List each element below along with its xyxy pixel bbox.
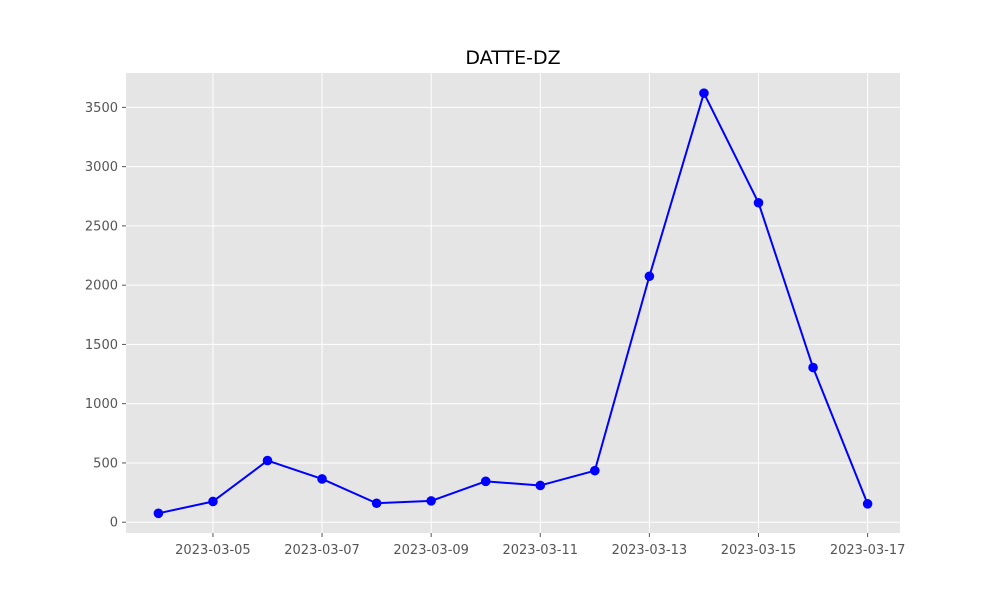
x-tick-label: 2023-03-15 <box>721 543 797 558</box>
y-tick-label: 2000 <box>85 279 118 294</box>
data-point <box>699 88 709 98</box>
data-point <box>590 465 600 476</box>
chart-title: DATTE-DZ <box>465 47 560 69</box>
data-point <box>535 480 546 491</box>
data-point <box>153 508 164 519</box>
data-point <box>808 362 818 373</box>
y-tick-label: 3000 <box>85 160 118 175</box>
data-point <box>262 455 273 466</box>
y-axis: 0 500 1000 1500 2000 2500 3000 3500 <box>85 101 126 531</box>
y-tick-label: 2500 <box>85 219 118 234</box>
x-axis: 2023-03-05 2023-03-07 2023-03-09 2023-03-11… <box>175 533 905 558</box>
y-tick-label: 0 <box>110 516 118 531</box>
x-tick-label: 2023-03-07 <box>284 543 360 558</box>
data-point <box>862 499 873 509</box>
data-point <box>480 476 491 487</box>
x-tick-label: 2023-03-17 <box>830 543 906 558</box>
data-point <box>753 197 764 208</box>
data-point <box>644 271 655 282</box>
gridlines <box>126 73 900 533</box>
series-group <box>153 88 873 519</box>
x-tick-label: 2023-03-13 <box>612 543 688 558</box>
data-point <box>317 474 327 484</box>
y-tick-label: 500 <box>93 456 118 471</box>
x-tick-label: 2023-03-09 <box>393 543 469 558</box>
y-tick-label: 1500 <box>85 338 118 353</box>
y-tick-label: 1000 <box>85 397 118 412</box>
series-line <box>158 92 869 515</box>
data-point <box>371 498 382 509</box>
data-point <box>208 496 218 507</box>
x-tick-label: 2023-03-05 <box>175 543 251 558</box>
x-tick-label: 2023-03-11 <box>502 543 578 558</box>
y-tick-label: 3500 <box>85 101 118 116</box>
data-point <box>426 496 436 506</box>
plot-area <box>126 73 900 533</box>
